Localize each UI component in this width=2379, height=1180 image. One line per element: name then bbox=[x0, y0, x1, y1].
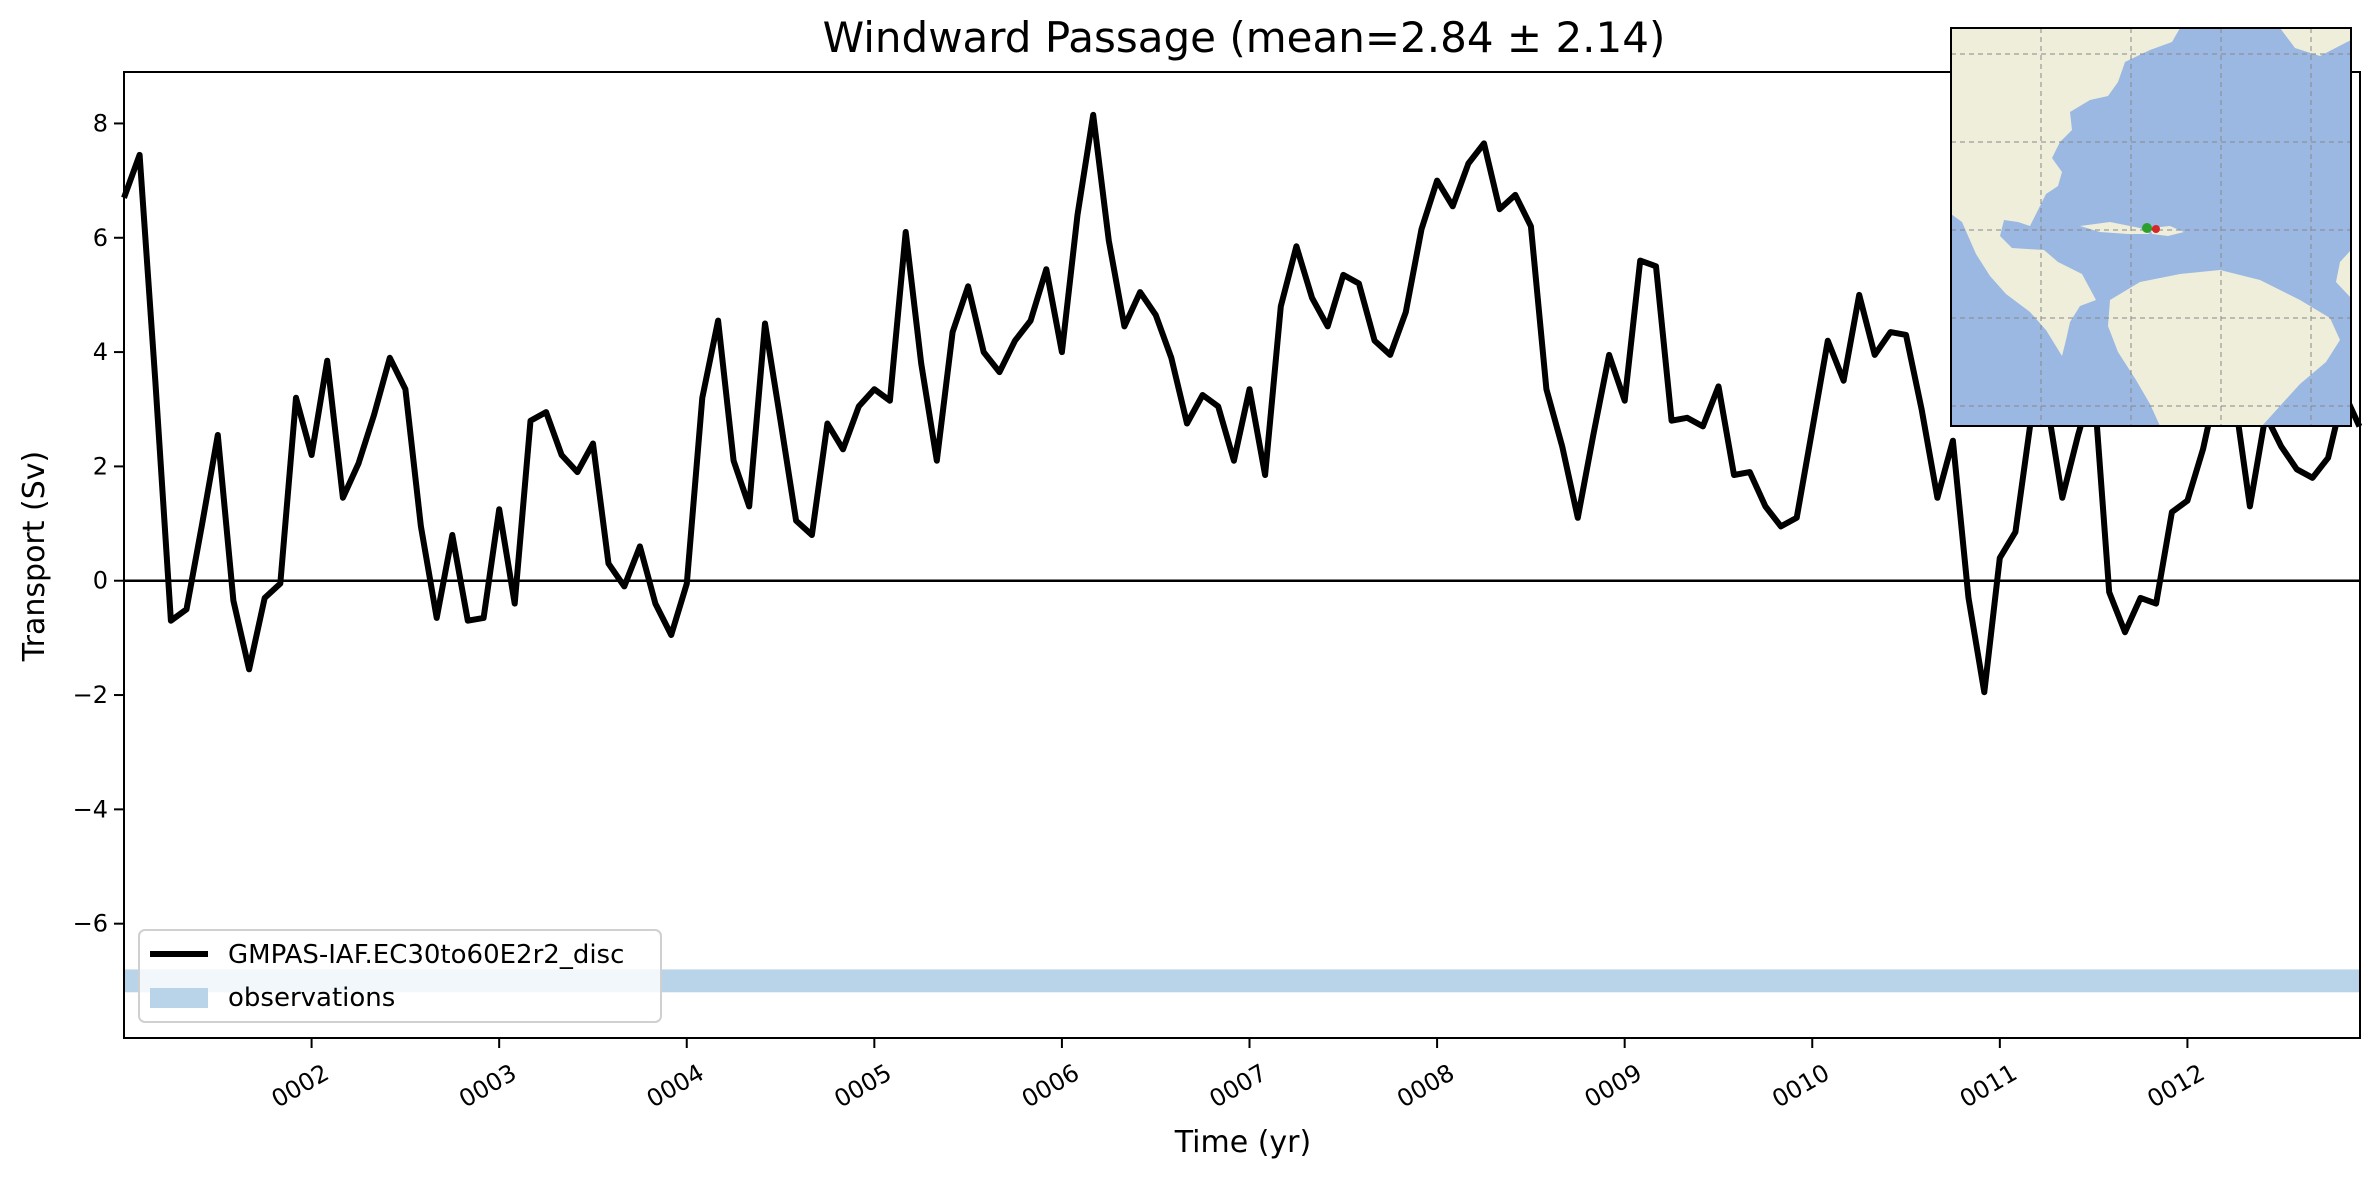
map-land-africa bbox=[2336, 250, 2351, 298]
legend: GMPAS-IAF.EC30to60E2r2_disc observations bbox=[138, 929, 662, 1023]
y-tick-label: 8 bbox=[93, 109, 108, 137]
map-land-florida bbox=[2036, 214, 2050, 248]
legend-box bbox=[138, 929, 662, 1023]
x-axis-label: Time (yr) bbox=[1174, 1125, 1311, 1160]
y-tick-label: 4 bbox=[93, 338, 108, 366]
map-section-start-marker bbox=[2142, 223, 2152, 233]
y-tick-label: 0 bbox=[93, 567, 108, 595]
y-axis-label: Transport (Sv) bbox=[17, 451, 52, 663]
observations-band bbox=[124, 969, 2360, 993]
map-land-south-america bbox=[2108, 270, 2340, 426]
legend-label-observations: observations bbox=[228, 983, 395, 1013]
plot-area bbox=[121, 111, 2363, 993]
inset-map bbox=[1950, 27, 2352, 427]
map-land-greenland bbox=[2280, 28, 2351, 56]
map-frame bbox=[1950, 27, 2352, 427]
y-tick-label: 6 bbox=[93, 224, 108, 252]
y-tick-label: −4 bbox=[73, 795, 108, 823]
legend-band-swatch bbox=[150, 988, 208, 1008]
map-land-cuba bbox=[2080, 222, 2150, 234]
y-tick-label: −6 bbox=[73, 910, 108, 938]
map-gridlines bbox=[1951, 28, 2351, 426]
plot-frame bbox=[123, 71, 2361, 1039]
y-tick-label: 2 bbox=[93, 452, 108, 480]
legend-label-model: GMPAS-IAF.EC30to60E2r2_disc bbox=[228, 940, 624, 970]
map-land-north-america bbox=[1951, 28, 2180, 356]
series-line bbox=[121, 111, 2363, 696]
y-axis-ticks: −6 −4 −2 0 2 4 6 8 bbox=[73, 109, 124, 938]
map-section-end-marker bbox=[2152, 225, 2160, 233]
chart-title: Windward Passage (mean=2.84 ± 2.14) bbox=[823, 13, 1666, 62]
y-tick-label: −2 bbox=[73, 681, 108, 709]
